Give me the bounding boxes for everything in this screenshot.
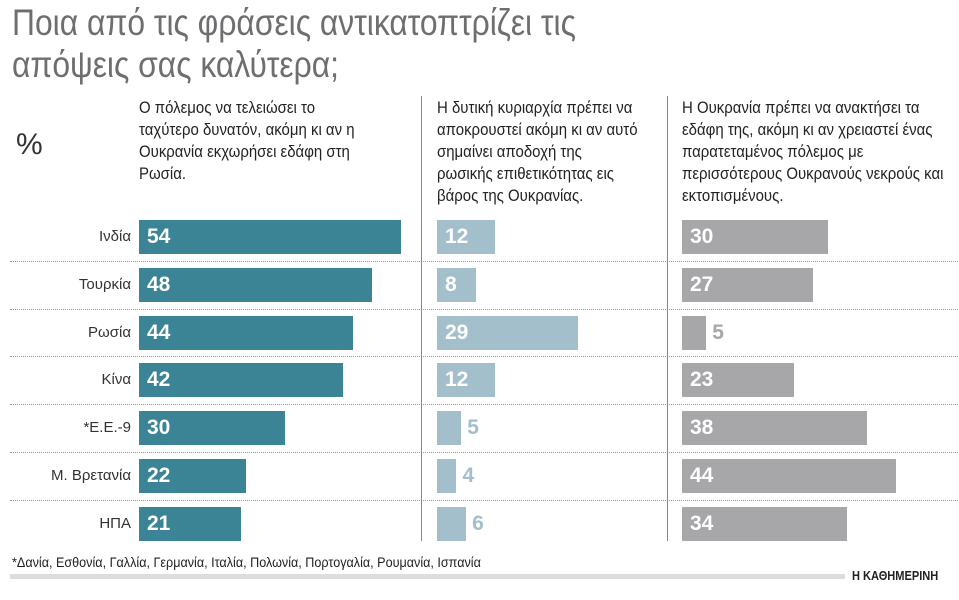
data-label: 6 bbox=[472, 511, 484, 535]
divider bbox=[421, 96, 422, 541]
bar bbox=[682, 363, 794, 398]
data-label: 38 bbox=[690, 416, 714, 440]
category-label: Τουρκία bbox=[78, 275, 131, 293]
bar bbox=[682, 315, 707, 350]
data-label: 42 bbox=[147, 368, 171, 392]
bar bbox=[437, 459, 457, 493]
bar bbox=[437, 411, 462, 446]
data-label: 29 bbox=[445, 320, 469, 344]
row-separator bbox=[10, 499, 959, 501]
data-label: 30 bbox=[690, 225, 714, 248]
category-label: Κίνα bbox=[101, 371, 131, 389]
bar bbox=[437, 315, 578, 350]
category-label: Ινδία bbox=[98, 228, 131, 245]
row-separator bbox=[10, 356, 959, 358]
series-header-3: Η Ουκρανία πρέπει να ανακτήσει τα εδάφη … bbox=[682, 98, 944, 205]
divider bbox=[667, 96, 668, 541]
bar bbox=[437, 506, 467, 541]
bottom-rule bbox=[10, 574, 845, 579]
bar bbox=[139, 411, 285, 446]
data-label: 12 bbox=[445, 368, 469, 392]
bar bbox=[437, 220, 496, 254]
data-label: 4 bbox=[462, 464, 475, 487]
category-label: *Ε.Ε.-9 bbox=[83, 419, 131, 437]
data-label: 34 bbox=[690, 511, 714, 535]
bar bbox=[682, 411, 867, 446]
bar bbox=[139, 315, 353, 350]
bar bbox=[682, 506, 848, 541]
bar bbox=[437, 363, 496, 398]
bar bbox=[139, 267, 373, 302]
data-label: 54 bbox=[147, 225, 171, 248]
data-label: 23 bbox=[690, 368, 714, 392]
bar bbox=[682, 267, 814, 302]
data-label: 5 bbox=[712, 320, 724, 344]
series-header-1: Ο πόλεμος να τελειώσει το ταχύτερο δυνατ… bbox=[139, 98, 355, 183]
bar bbox=[437, 267, 476, 302]
bar bbox=[682, 220, 828, 254]
row-separator bbox=[10, 308, 959, 310]
data-label: 8 bbox=[445, 272, 457, 296]
data-label: 30 bbox=[147, 416, 171, 440]
data-label: 48 bbox=[147, 272, 171, 296]
row-separator bbox=[10, 404, 959, 406]
bar bbox=[139, 363, 344, 398]
bar bbox=[682, 459, 896, 493]
series-header-2: Η δυτική κυριαρχία πρέπει να αποκρουστεί… bbox=[437, 98, 638, 205]
data-label: 21 bbox=[147, 511, 171, 535]
footnote: *Δανία, Εσθονία, Γαλλία, Γερμανία, Ιταλί… bbox=[12, 554, 481, 570]
row-separator bbox=[10, 452, 959, 453]
data-label: 44 bbox=[690, 464, 714, 487]
category-label: Μ. Βρετανία bbox=[51, 467, 131, 484]
bar bbox=[139, 220, 402, 254]
category-label: ΗΠΑ bbox=[99, 514, 131, 532]
data-label: 22 bbox=[147, 464, 171, 487]
source-logo: Η ΚΑΘΗΜΕΡΙΝΗ bbox=[852, 568, 939, 583]
category-label: Ρωσία bbox=[88, 323, 131, 341]
bar bbox=[139, 506, 242, 541]
data-label: 12 bbox=[445, 225, 469, 248]
bar bbox=[139, 459, 246, 493]
data-label: 5 bbox=[467, 416, 479, 440]
row-separator bbox=[10, 260, 959, 262]
data-label: 44 bbox=[147, 320, 171, 344]
unit-label: % bbox=[16, 128, 43, 161]
chart-title: Ποια από τις φράσεις αντικατοπτρίζει τις… bbox=[12, 2, 576, 85]
data-label: 27 bbox=[690, 272, 714, 296]
